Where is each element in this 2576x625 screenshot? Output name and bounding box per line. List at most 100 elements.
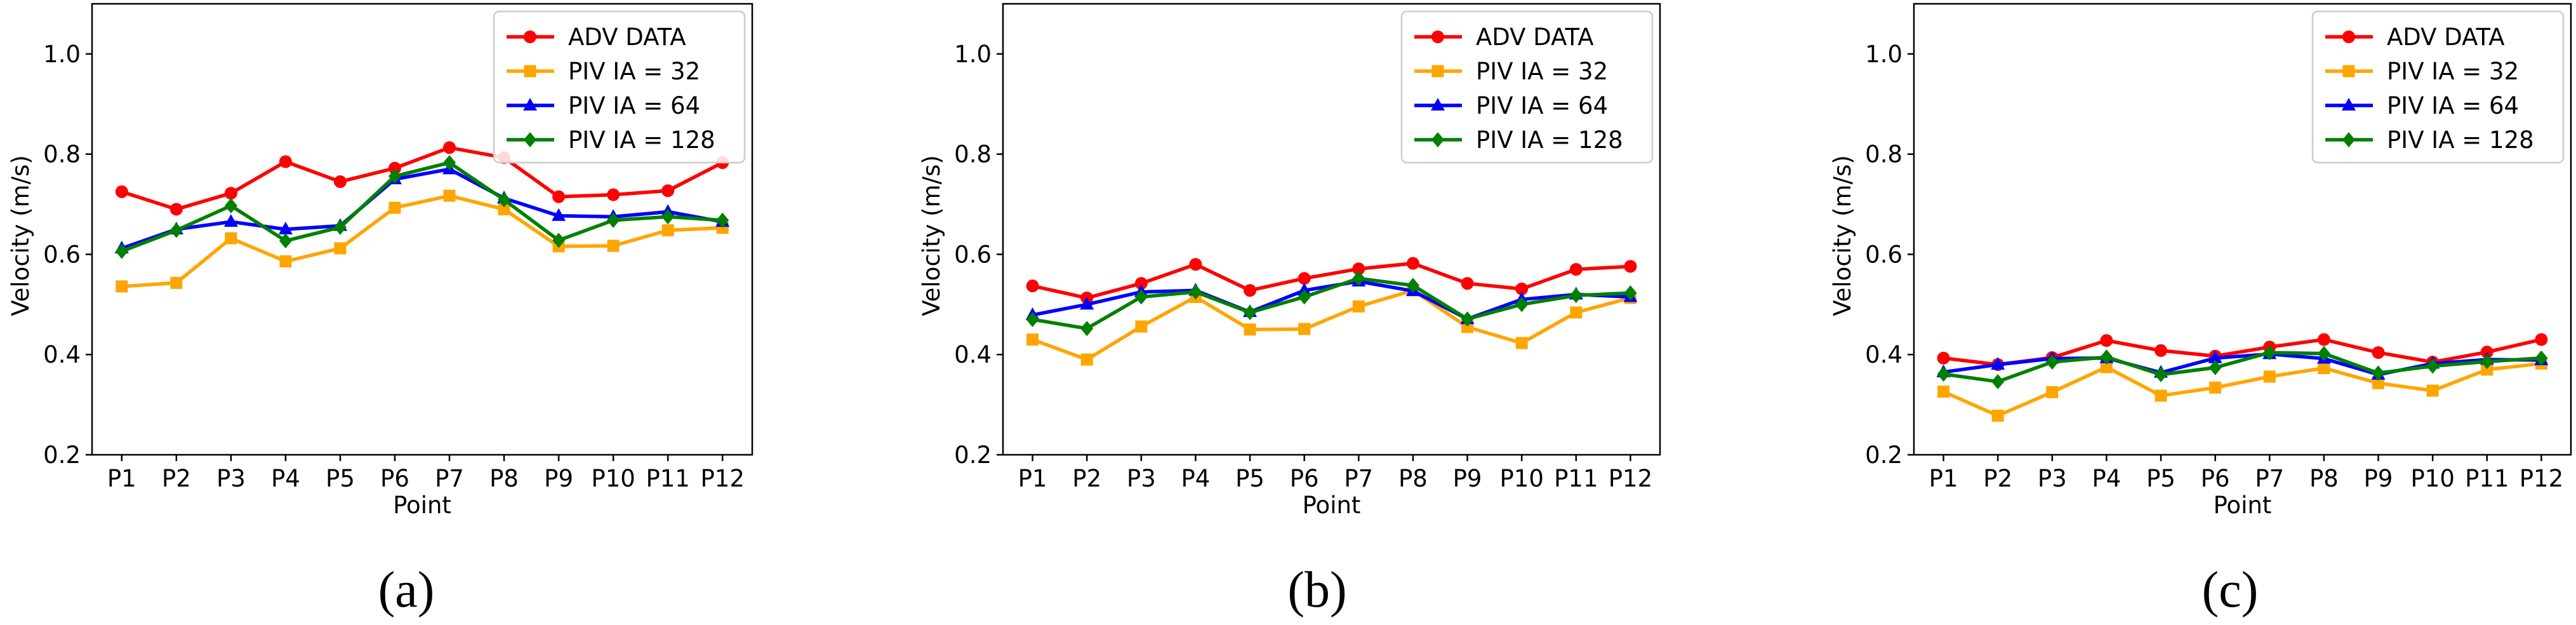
data-point — [224, 198, 237, 213]
data-point — [2317, 346, 2330, 361]
y-tick-label: 0.8 — [954, 141, 992, 168]
data-point — [116, 280, 128, 293]
legend-entry: PIV IA = 64 — [1414, 92, 1608, 119]
data-point — [1624, 285, 1637, 301]
chart-panel-3: 0.2 0.4 0.6 0.8 1.0 P1 P2 P3 P4 P5 P6 P7 P8 P9 P10 P11 P… — [1829, 3, 2572, 618]
x-tick-label: P12 — [1609, 465, 1652, 492]
data-point — [388, 168, 401, 184]
y-tick-label: 0.6 — [43, 241, 81, 268]
x-tick-label: P7 — [1344, 465, 1373, 492]
y-tick-label: 0.4 — [43, 341, 81, 368]
data-point — [2154, 389, 2167, 402]
legend-marker — [1431, 98, 1445, 111]
legend-box — [2311, 10, 2565, 164]
x-tick-label: P11 — [646, 465, 689, 492]
legend-entry: ADV DATA — [1414, 24, 1594, 51]
legend-label: PIV IA = 64 — [1476, 92, 1608, 119]
data-point — [223, 214, 238, 227]
series-line — [121, 161, 723, 253]
plot-frame — [1002, 3, 1661, 456]
data-point — [1352, 271, 1365, 286]
x-tick-label: P3 — [2038, 465, 2067, 492]
x-tick-label: P5 — [1235, 465, 1265, 492]
legend-entry: PIV IA = 64 — [507, 92, 700, 119]
x-tick-label: P8 — [489, 465, 519, 492]
legend: ADV DATA PIV IA = 32 PIV IA = 64 PIV IA = 1… — [1400, 10, 1654, 164]
data-point — [115, 185, 128, 198]
data-point — [2208, 350, 2222, 363]
legend-marker — [2342, 98, 2356, 111]
y-axis-title: Velocity (m/s) — [7, 155, 34, 316]
legend-label: ADV DATA — [2387, 24, 2505, 51]
legend-marker — [2342, 132, 2355, 147]
data-point — [607, 239, 620, 252]
data-point — [1515, 337, 1528, 349]
legend-entry: PIV IA = 32 — [507, 58, 700, 85]
series-4 — [1937, 345, 2548, 389]
x-tick-label: P4 — [2092, 465, 2121, 492]
x-tick-label: P10 — [2410, 465, 2454, 492]
legend-entry: PIV IA = 32 — [1414, 58, 1608, 85]
data-point — [1026, 312, 1039, 327]
data-point — [443, 189, 456, 202]
x-tick-label: P6 — [2201, 465, 2230, 492]
data-point — [1080, 297, 1094, 310]
series-4 — [1026, 271, 1637, 337]
x-tick-label: P11 — [2465, 465, 2509, 492]
data-point — [1297, 283, 1311, 296]
x-tick-label: P2 — [1983, 465, 2012, 492]
data-point — [1080, 353, 1093, 366]
data-point — [225, 232, 237, 245]
x-tick-label: P4 — [271, 465, 300, 492]
series-line — [1032, 288, 1631, 361]
legend-box — [1400, 10, 1654, 164]
data-point — [1991, 357, 2005, 370]
data-point — [1134, 289, 1148, 305]
panel-label: (a) — [378, 562, 435, 618]
data-point — [170, 276, 183, 289]
legend-label: PIV IA = 128 — [568, 126, 715, 154]
y-axis-title: Velocity (m/s) — [1829, 155, 1856, 316]
data-point — [498, 203, 510, 215]
y-tick-label: 1.0 — [1865, 41, 1902, 68]
y-tick-label: 0.8 — [1865, 141, 1902, 168]
legend-marker — [2342, 65, 2355, 77]
series-line — [121, 194, 723, 288]
series-line — [1032, 276, 1631, 330]
data-point — [278, 222, 293, 234]
legend-marker — [2342, 30, 2355, 43]
y-tick-label: 0.8 — [43, 141, 81, 168]
legend-marker — [1431, 30, 1444, 43]
data-point — [279, 233, 292, 249]
data-point — [115, 243, 128, 259]
x-axis-title: Point — [2214, 492, 2272, 519]
data-point — [552, 208, 566, 221]
data-point — [1135, 320, 1148, 333]
data-point — [1515, 282, 1529, 295]
series-4 — [115, 155, 729, 259]
series-line — [121, 145, 724, 212]
legend-label: PIV IA = 32 — [1476, 58, 1608, 85]
data-point — [443, 141, 456, 154]
data-point — [1244, 323, 1256, 336]
data-point — [2481, 363, 2493, 376]
data-point — [1026, 333, 1039, 346]
legend-entry: PIV IA = 32 — [2325, 58, 2519, 85]
data-point — [1937, 366, 1950, 382]
x-tick-label: P2 — [1072, 465, 1101, 492]
panel-label: (c) — [2202, 562, 2259, 618]
legend-box — [493, 10, 746, 164]
data-point — [2046, 386, 2059, 398]
data-point — [661, 224, 674, 237]
data-point — [1134, 277, 1148, 290]
data-point — [1298, 289, 1311, 305]
legend: ADV DATA PIV IA = 32 PIV IA = 64 PIV IA = 1… — [493, 10, 746, 164]
chart-panel-2: 0.2 0.4 0.6 0.8 1.0 P1 P2 P3 P4 P5 P6 P7 P8 P9 P10 P11 P… — [918, 3, 1661, 618]
y-tick-label: 0.2 — [43, 441, 81, 469]
y-tick-label: 0.6 — [1865, 241, 1902, 268]
legend-label: PIV IA = 32 — [2387, 58, 2519, 85]
data-point — [443, 155, 456, 171]
y-tick-label: 0.4 — [1865, 341, 1902, 368]
data-point — [2317, 333, 2330, 346]
